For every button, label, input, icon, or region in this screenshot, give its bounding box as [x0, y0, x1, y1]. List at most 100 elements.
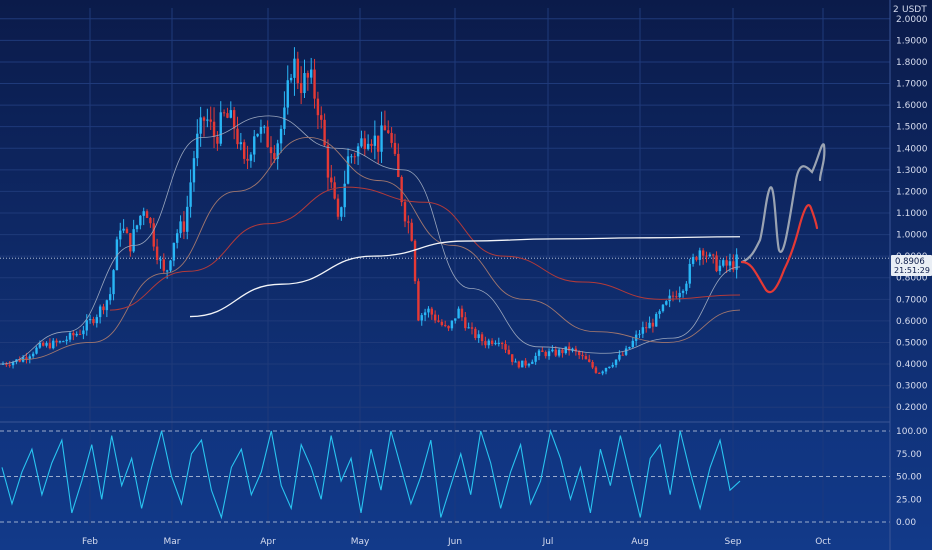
candle [320, 106, 323, 129]
oscillator-pane[interactable] [0, 428, 890, 523]
candle [239, 132, 243, 151]
candle [346, 148, 350, 185]
price-axis-top-label: 2 [893, 5, 899, 15]
candle [648, 316, 651, 329]
candle [584, 353, 588, 360]
price-tick-label: 1.0000 [896, 231, 928, 241]
candle [541, 347, 544, 353]
candle [78, 329, 82, 335]
price-tick-label: 0.2000 [896, 403, 928, 413]
candle [313, 58, 316, 109]
candle [142, 207, 145, 226]
candle [725, 256, 728, 274]
candle [691, 253, 695, 267]
candle [92, 316, 95, 326]
price-pane[interactable] [1, 47, 738, 376]
candle [675, 290, 678, 299]
candle [494, 340, 497, 346]
last-price-countdown: 21:51:29 [894, 266, 930, 275]
candle [487, 338, 490, 349]
candle [8, 361, 11, 368]
candle [165, 269, 169, 279]
candle [259, 119, 263, 143]
candle [712, 253, 715, 264]
candle [129, 232, 132, 257]
candle [464, 312, 467, 331]
candle [611, 362, 614, 369]
candle [688, 258, 691, 288]
time-tick-label: Jun [447, 537, 462, 547]
candle [728, 253, 732, 273]
candle [484, 336, 487, 349]
candle [447, 325, 450, 332]
candle [289, 73, 293, 83]
candle [330, 164, 333, 189]
candle [182, 211, 186, 240]
candle [360, 130, 363, 148]
candle [62, 340, 65, 343]
candle [651, 318, 655, 333]
candle [135, 224, 139, 233]
candle [661, 304, 665, 313]
candle [718, 259, 722, 275]
candle [58, 340, 62, 344]
candle [551, 345, 554, 353]
candle [109, 287, 112, 305]
candle [383, 110, 387, 131]
candle [370, 139, 373, 153]
candle [504, 340, 507, 353]
candle [480, 332, 484, 346]
candle [460, 305, 464, 321]
candle [336, 194, 340, 220]
price-tick-label: 0.3000 [896, 382, 928, 392]
candle [249, 152, 253, 168]
candle [437, 314, 440, 323]
candle [119, 222, 122, 247]
price-tick-label: 0.6000 [896, 317, 928, 327]
candle [417, 278, 420, 322]
oscillator-tick-label: 25.00 [896, 495, 922, 505]
candle [45, 341, 48, 348]
candle [5, 361, 8, 367]
candle [263, 124, 266, 134]
candle [186, 195, 189, 240]
last-price-badge[interactable]: 0.8906 21:51:29 [891, 255, 932, 276]
projection-drawing-grey[interactable] [740, 143, 826, 264]
price-tick-label: 1.2000 [896, 187, 928, 197]
candle [517, 360, 521, 369]
candle [139, 215, 142, 230]
last-price-value: 0.8906 [895, 257, 925, 267]
candle [75, 331, 78, 337]
candle [708, 252, 712, 258]
candle [410, 218, 413, 242]
candle [273, 145, 276, 164]
price-tick-label: 1.5000 [896, 123, 928, 133]
candle [172, 242, 176, 267]
candle [159, 256, 162, 269]
candle [444, 320, 447, 328]
price-tick-label: 1.9000 [896, 36, 928, 46]
projection-drawing-red[interactable] [740, 204, 819, 294]
candle [152, 217, 155, 251]
candle [614, 359, 618, 368]
candle [236, 116, 239, 149]
candle [490, 338, 494, 347]
candle [340, 206, 343, 221]
moving-averages [0, 115, 741, 365]
candle [232, 106, 236, 140]
candle [65, 335, 68, 345]
candle [598, 372, 601, 374]
price-tick-label: 1.7000 [896, 80, 928, 90]
candle [279, 125, 283, 154]
candle [35, 346, 38, 355]
moving-average-line [19, 137, 741, 361]
moving-average-line [0, 115, 741, 365]
candle [621, 351, 624, 356]
candle [149, 217, 152, 228]
candle [196, 119, 199, 167]
candle [343, 170, 346, 218]
candle [373, 120, 377, 160]
time-tick-label: Sep [725, 537, 742, 547]
price-tick-label: 1.1000 [896, 209, 928, 219]
